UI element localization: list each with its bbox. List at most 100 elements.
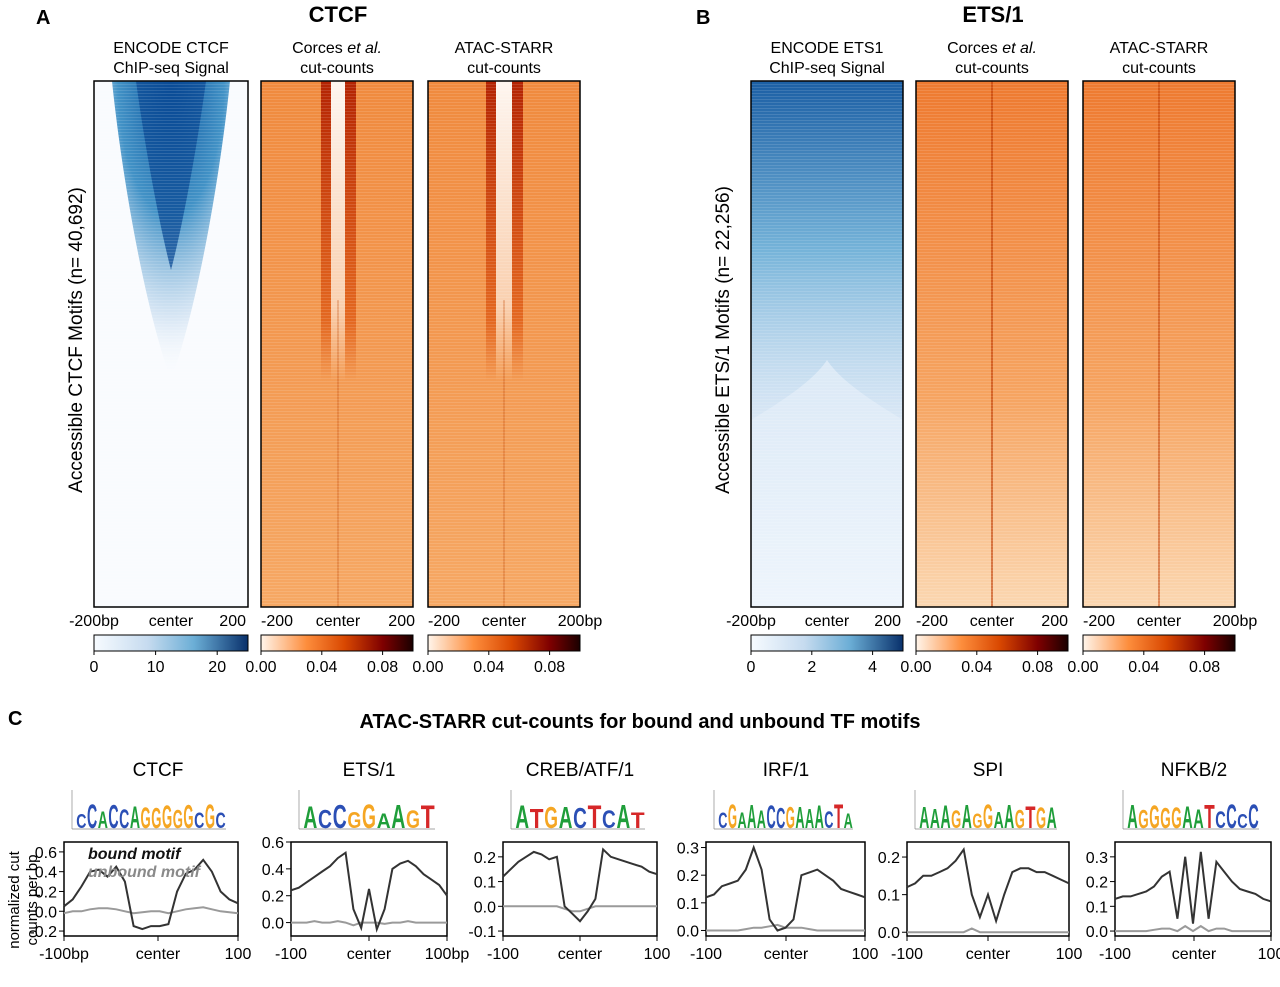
- heatmap-a1-frame: [93, 80, 249, 608]
- heatmap-a3-frame: [427, 80, 581, 608]
- colorbar-tick-label: 0.00: [900, 659, 931, 676]
- y-tick-label: 0.0: [878, 925, 900, 942]
- colorbar-tick-label: 0.04: [961, 659, 992, 676]
- heatmap-b3-xtick-center: center: [1137, 613, 1182, 630]
- panel-a-ylabel: Accessible CTCF Motifs (n= 40,692): [66, 187, 87, 493]
- x-tick-label: center: [136, 946, 181, 963]
- bound-series-line: [502, 847, 658, 923]
- logo-letter: C: [1248, 798, 1258, 836]
- colorbar-tick-label: 0.04: [473, 659, 504, 676]
- profile-plot: NFKB/2A G G G G A A T C C C C0.00.10.20.3-100 center…: [1086, 760, 1280, 963]
- panel-c-title: ATAC-STARR cut-counts for bound and unbo…: [359, 711, 920, 733]
- logo-letter: G: [1015, 805, 1025, 834]
- logo-letter: A: [994, 808, 1004, 833]
- y-tick-label: 0.2: [35, 884, 57, 901]
- colorbar-b1: [750, 634, 904, 652]
- heatmap-b1-frame: [750, 80, 904, 608]
- logo-letter: C: [1215, 807, 1225, 834]
- panel-a-title: CTCF: [309, 2, 368, 27]
- x-tick-label: 100bp: [425, 946, 470, 963]
- panel-a: A CTCF Accessible CTCF Motifs (n= 40,692…: [36, 2, 602, 676]
- logo-letter: A: [616, 798, 630, 836]
- colorbar-tick-label: 0.08: [534, 659, 565, 676]
- heatmap-b3-title-line1: ATAC-STARR: [1110, 40, 1209, 57]
- y-tick-label: 0.3: [1086, 850, 1108, 867]
- heatmap-a2-xtick-center: center: [316, 613, 361, 630]
- heatmap-a3-xtick-right: 200bp: [558, 613, 603, 630]
- logo-letter: G: [1036, 801, 1046, 834]
- unbound-series-line: [907, 927, 1069, 934]
- x-tick-label: -100: [275, 946, 307, 963]
- y-tick-label: 0.0: [262, 916, 284, 933]
- logo-letter: G: [1160, 801, 1170, 834]
- motif-name: CREB/ATF/1: [526, 760, 634, 781]
- logo-letter: A: [377, 809, 391, 833]
- y-tick-label: 0.2: [878, 850, 900, 867]
- logo-letter: C: [87, 798, 97, 836]
- unbound-series-line: [291, 920, 447, 927]
- x-tick-label: -100bp: [39, 946, 89, 963]
- y-tick-label: 0.1: [474, 875, 496, 892]
- x-tick-label: center: [558, 946, 603, 963]
- heatmap-b2-xtick-center: center: [970, 613, 1015, 630]
- motif-name: NFKB/2: [1161, 760, 1228, 781]
- bound-series-line: [705, 844, 866, 932]
- logo-letter: T: [1025, 799, 1035, 835]
- logo-letter: A: [930, 803, 940, 834]
- logo-letter: A: [303, 799, 317, 835]
- heatmap-b3-frame: [1082, 80, 1236, 608]
- logo-letter: A: [844, 809, 853, 833]
- heatmap-b3-xtick-right: 200bp: [1213, 613, 1258, 630]
- heatmap-b3: ATAC-STARR cut-counts -200 center 200bp …: [1067, 40, 1257, 676]
- y-tick-label: 0.4: [35, 865, 57, 882]
- heatmap-b1-title-line1: ENCODE ETS1: [771, 40, 884, 57]
- y-tick-label: 0.0: [677, 923, 699, 940]
- heatmap-a3-title-line1: ATAC-STARR: [455, 40, 554, 57]
- logo-letter: A: [757, 806, 766, 834]
- panel-c-letter: C: [8, 708, 22, 730]
- logo-letter: G: [983, 798, 993, 836]
- logo-letter: A: [98, 807, 108, 834]
- logo-letter: A: [1004, 799, 1014, 836]
- logo-letter: G: [183, 798, 193, 836]
- colorbar-tick-label: 0.08: [1022, 659, 1053, 676]
- heatmap-a3-xtick-left: -200: [428, 613, 460, 630]
- heatmap-b3-title-line2: cut-counts: [1122, 60, 1196, 77]
- heatmap-b2: Corces et al. cut-counts -200 center 200…: [900, 40, 1069, 676]
- logo-letter: A: [919, 801, 929, 835]
- y-tick-label: 0.1: [677, 896, 699, 913]
- logo-letter: G: [173, 806, 183, 834]
- bound-series-line: [1114, 851, 1272, 924]
- logo-letter: A: [130, 799, 140, 834]
- panel-b-ylabel: Accessible ETS/1 Motifs (n= 22,256): [713, 186, 734, 494]
- heatmap-a2-xtick-right: 200: [388, 613, 415, 630]
- x-tick-label: 100: [1056, 946, 1083, 963]
- heatmap-a2-title-line1: Corces et al.: [292, 40, 382, 57]
- y-tick-label: 0.2: [1086, 875, 1108, 892]
- logo-letter: A: [1127, 798, 1137, 836]
- logo-letter: G: [786, 801, 795, 835]
- logo-letter: A: [795, 800, 804, 834]
- y-tick-label: 0.0: [1086, 924, 1108, 941]
- heatmap-b2-xtick-left: -200: [916, 613, 948, 630]
- heatmap-a1-xtick-left: -200bp: [69, 613, 119, 630]
- panel-c-ylabel-line2: counts per bp: [24, 855, 41, 946]
- y-tick-label: 0.2: [262, 889, 284, 906]
- logo-letter: A: [1047, 801, 1057, 834]
- logo-letter: G: [362, 798, 376, 836]
- heatmap-a1: ENCODE CTCF ChIP-seq Signal -200bp cente…: [69, 40, 249, 676]
- logo-letter: A: [1193, 803, 1203, 834]
- logo-letter: G: [728, 798, 737, 836]
- logo-letter: A: [391, 798, 405, 836]
- panel-b: B ETS/1 Accessible ETS/1 Motifs (n= 22,2…: [696, 2, 1257, 676]
- colorbar-tick-label: 2: [807, 659, 816, 676]
- motif-name: SPI: [973, 760, 1004, 781]
- motif-name: IRF/1: [763, 760, 809, 781]
- y-tick-label: -0.2: [29, 924, 57, 941]
- logo-letter: A: [747, 798, 756, 836]
- colorbar-tick-label: 0.08: [367, 659, 398, 676]
- logo-letter: T: [421, 800, 435, 836]
